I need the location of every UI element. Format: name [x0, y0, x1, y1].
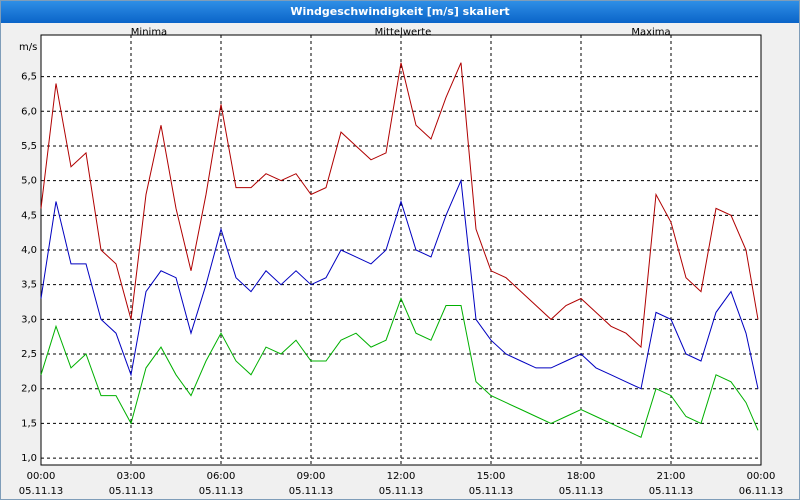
x-tick-time: 21:00 — [657, 471, 686, 482]
series-lines — [40, 62, 759, 438]
y-axis-label: m/s — [19, 42, 37, 53]
y-tick-label: 2,5 — [21, 349, 37, 360]
y-tick-label: 5,0 — [21, 176, 37, 187]
x-tick-date: 05.11.13 — [649, 486, 694, 497]
y-tick-label: 3,0 — [21, 314, 37, 325]
title-bar: Windgeschwindigkeit [m/s] skaliert — [1, 1, 799, 23]
y-tick-label: 1,5 — [21, 418, 37, 429]
x-tick-time: 00:00 — [27, 471, 56, 482]
grid — [41, 35, 761, 465]
y-tick-label: 1,0 — [21, 453, 37, 464]
y-tick-label: 6,5 — [21, 72, 37, 83]
x-tick-date: 05.11.13 — [469, 486, 514, 497]
x-tick-time: 00:00 — [747, 471, 776, 482]
x-tick-time: 06:00 — [207, 471, 236, 482]
y-tick-label: 6,0 — [21, 106, 37, 117]
x-tick-time: 12:00 — [387, 471, 416, 482]
x-tick-date: 05.11.13 — [109, 486, 154, 497]
x-tick-date: 05.11.13 — [19, 486, 64, 497]
series-line-minima — [40, 297, 759, 438]
y-tick-label: 4,5 — [21, 210, 37, 221]
y-tick-label: 2,0 — [21, 384, 37, 395]
x-tick-time: 09:00 — [297, 471, 326, 482]
x-tick-date: 06.11.13 — [739, 486, 784, 497]
wind-speed-chart: 1,0 1,5 2,0 2,5 3,0 3,5 4,0 4,5 5,0 5,5 6,0 6,5 00:… — [19, 27, 784, 497]
x-axis: 00:00 05.11.13 03:00 05.11.13 06:00 05.11.13 0… — [19, 471, 784, 497]
x-tick-date: 05.11.13 — [199, 486, 244, 497]
series-line-mittelwerte — [40, 178, 759, 390]
x-tick-date: 05.11.13 — [559, 486, 604, 497]
y-axis: 1,0 1,5 2,0 2,5 3,0 3,5 4,0 4,5 5,0 5,5 6,0 6,5 — [21, 72, 37, 464]
x-tick-time: 15:00 — [477, 471, 506, 482]
series-line-maxima — [40, 62, 759, 349]
x-tick-date: 05.11.13 — [379, 486, 424, 497]
legend-maxima: Maxima — [631, 27, 670, 38]
x-tick-time: 18:00 — [567, 471, 596, 482]
y-tick-label: 4,0 — [21, 245, 37, 256]
y-tick-label: 3,5 — [21, 280, 37, 291]
legend-mittelwerte: Mittelwerte — [375, 27, 432, 38]
x-tick-time: 03:00 — [117, 471, 146, 482]
legend-minima: Minima — [131, 27, 167, 38]
x-tick-date: 05.11.13 — [289, 486, 334, 497]
window-title: Windgeschwindigkeit [m/s] skaliert — [290, 5, 510, 18]
y-tick-label: 5,5 — [21, 141, 37, 152]
